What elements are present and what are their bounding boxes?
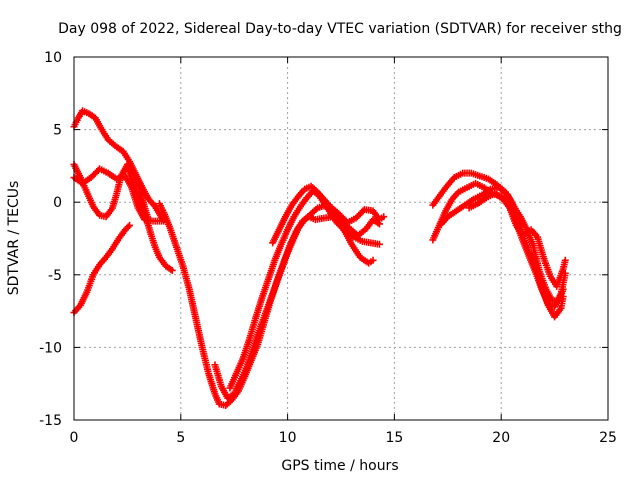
y-tick-label: -10 xyxy=(39,340,62,356)
data-point xyxy=(561,256,569,264)
axis-ticks: 0 5 10 15 20 25 -15 -10 -5 0 5 10 xyxy=(39,50,617,446)
x-tick-label: 15 xyxy=(385,430,403,446)
y-tick-label: 5 xyxy=(53,123,62,139)
x-axis-label: GPS time / hours xyxy=(281,458,398,474)
y-tick-label: -5 xyxy=(48,268,62,284)
data-points xyxy=(70,107,569,409)
chart-title: Day 098 of 2022, Sidereal Day-to-day VTE… xyxy=(58,21,622,37)
data-point xyxy=(375,240,383,248)
grid xyxy=(74,57,608,420)
x-tick-label: 25 xyxy=(599,430,617,446)
data-point xyxy=(126,221,134,229)
x-tick-label: 20 xyxy=(492,430,510,446)
series-track-8 xyxy=(226,187,383,392)
series-track-9 xyxy=(269,182,388,247)
series-track-5 xyxy=(123,163,176,274)
y-tick-label: 10 xyxy=(44,50,62,66)
data-point xyxy=(559,285,567,293)
y-tick-label: 0 xyxy=(53,195,62,211)
x-tick-label: 5 xyxy=(176,430,185,446)
y-tick-label: -15 xyxy=(39,413,62,429)
x-tick-label: 10 xyxy=(279,430,297,446)
data-point xyxy=(168,266,176,274)
data-point xyxy=(124,223,132,231)
x-tick-label: 0 xyxy=(70,430,79,446)
y-axis-label: SDTVAR / TECUs xyxy=(6,181,22,296)
data-point xyxy=(380,213,388,221)
plot-frame xyxy=(73,56,609,421)
data-point xyxy=(369,256,377,264)
series-track-4 xyxy=(70,221,134,317)
series-track-13 xyxy=(465,189,569,290)
